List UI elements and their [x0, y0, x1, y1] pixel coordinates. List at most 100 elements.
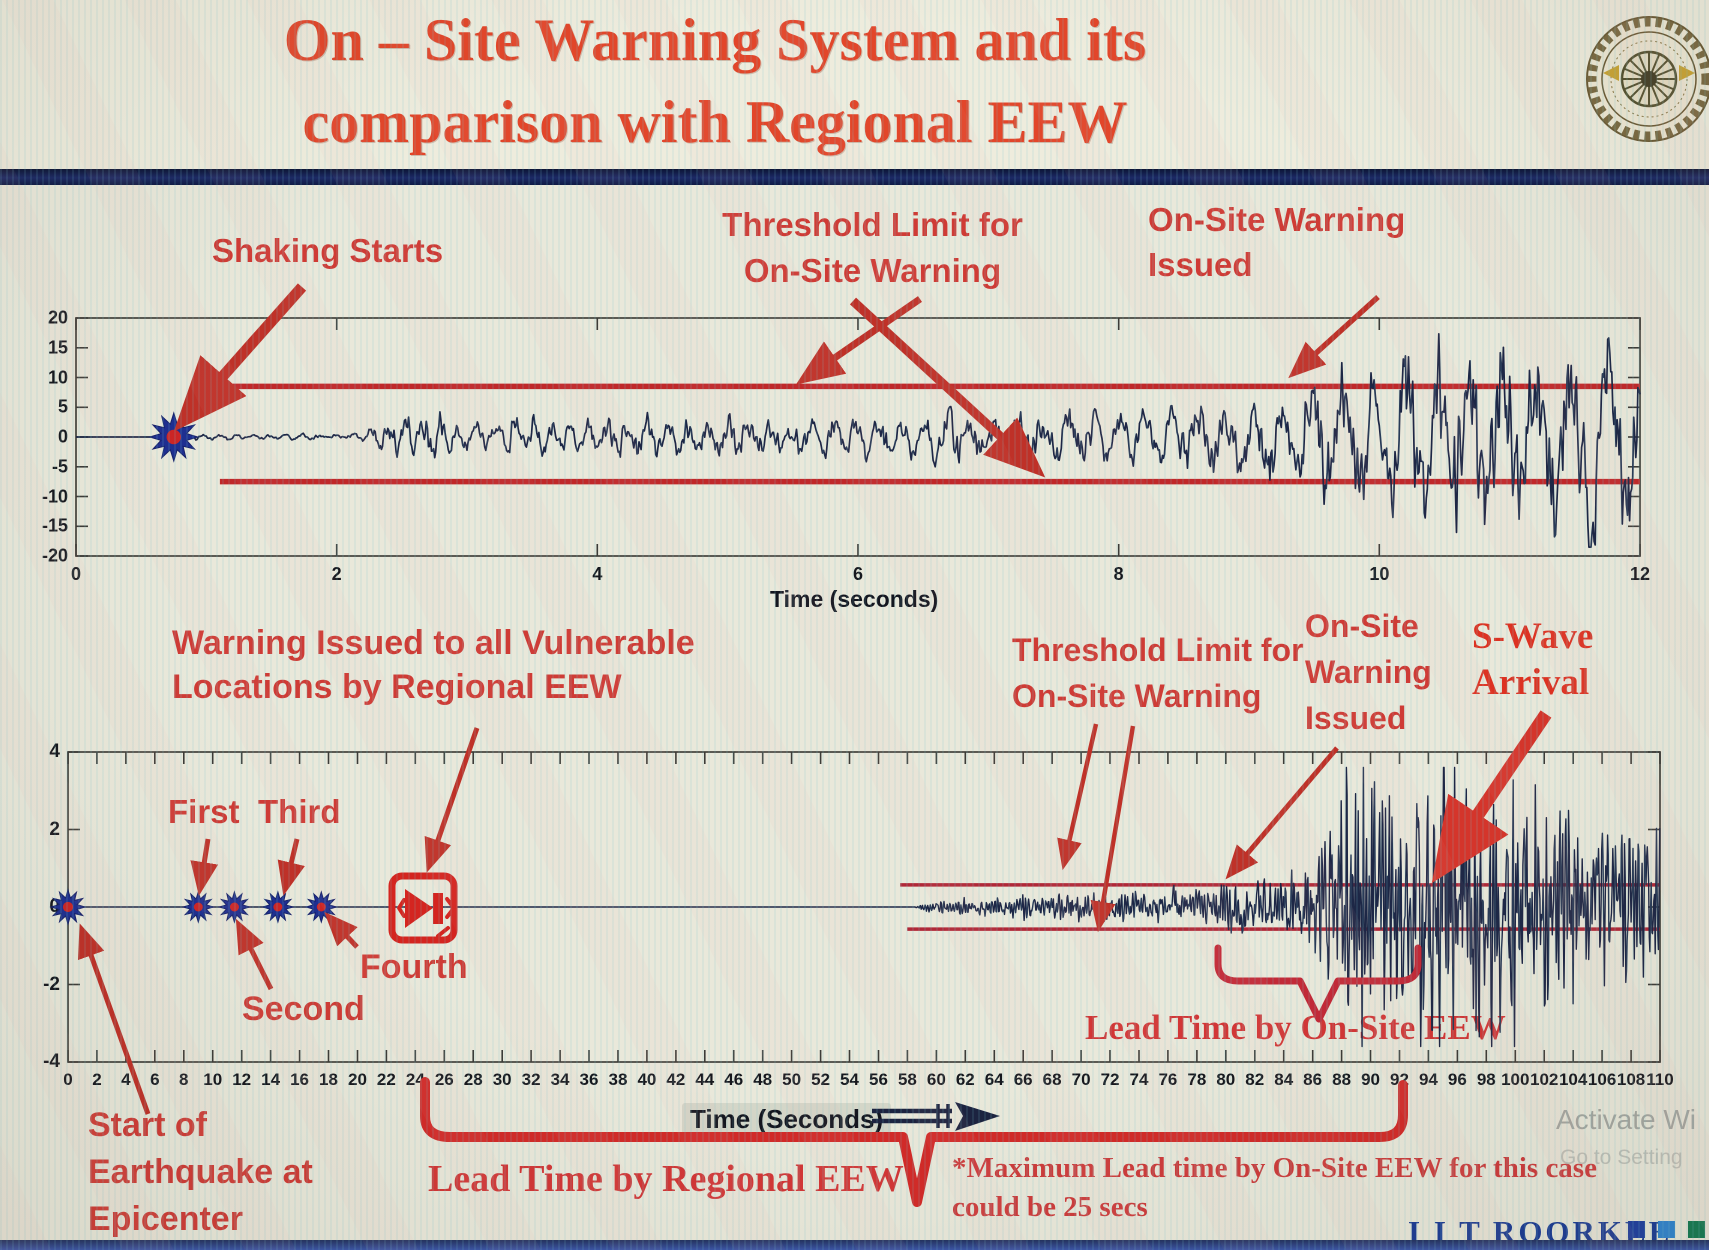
- annotation-bottom-issued-line1: On-Site: [1305, 608, 1419, 644]
- top-xaxis-title: Time (seconds): [770, 586, 939, 612]
- page-title-line1: On – Site Warning System and its: [283, 7, 1147, 73]
- event-star-marker: [261, 890, 295, 924]
- arrow-top-threshold-lower: [849, 297, 1046, 478]
- x-tick-label: 50: [782, 1070, 802, 1089]
- annotation-note-line1: *Maximum Lead time by On-Site EEW for th…: [952, 1152, 1597, 1184]
- annotation-note-line2: could be 25 secs: [952, 1191, 1148, 1223]
- annotation-start-line1: Start of: [88, 1106, 207, 1144]
- brand-square-lightblue: [1658, 1221, 1675, 1238]
- y-tick-label: 0: [49, 896, 60, 917]
- y-tick-label: 15: [47, 337, 68, 358]
- plot-border: [75, 317, 1641, 557]
- y-tick-label: 5: [57, 396, 68, 417]
- y-tick-label: 0: [57, 426, 68, 447]
- arrow-s-wave-arrival: [1431, 710, 1552, 884]
- x-tick-label: 92: [1390, 1070, 1409, 1089]
- x-tick-label: 102: [1530, 1070, 1559, 1089]
- x-tick-label: 68: [1042, 1070, 1062, 1089]
- x-tick-label: 34: [550, 1070, 570, 1089]
- arrow-bottom-threshold-upper: [1057, 723, 1099, 871]
- x-tick-label: 60: [926, 1070, 946, 1089]
- annotation-shaking-starts: Shaking Starts: [212, 232, 444, 269]
- y-tick-label: -15: [41, 515, 68, 536]
- x-tick-label: 18: [319, 1070, 338, 1089]
- x-tick-label: 38: [608, 1070, 628, 1089]
- top-seismogram-chart: [75, 317, 1641, 557]
- x-tick-label: 36: [579, 1070, 599, 1089]
- x-tick-label: 74: [1129, 1070, 1149, 1089]
- x-tick-label: 46: [724, 1070, 744, 1089]
- arrow-second: [235, 918, 274, 991]
- annotation-start-line2: Earthquake at: [88, 1153, 313, 1191]
- x-tick-label: 24: [405, 1070, 425, 1089]
- annotation-regional-line1: Warning Issued to all Vulnerable: [172, 624, 695, 662]
- x-tick-label: 6: [852, 564, 864, 584]
- arrow-shaking-starts: [173, 283, 307, 432]
- annotation-bottom-issued-line2: Warning: [1305, 654, 1432, 690]
- x-tick-label: 28: [463, 1070, 483, 1089]
- x-tick-label: 52: [811, 1070, 831, 1089]
- arrow-bottom-warning-issued: [1225, 746, 1339, 880]
- x-tick-label: 12: [1629, 564, 1651, 584]
- seismogram-waveform: [76, 332, 1641, 548]
- x-tick-label: 110: [1646, 1070, 1674, 1089]
- x-tick-label: 40: [637, 1070, 657, 1089]
- x-tick-label: 98: [1476, 1070, 1496, 1089]
- siren-speaker-icon: [388, 872, 458, 944]
- activate-windows-watermark-line2: Go to Setting: [1560, 1146, 1683, 1169]
- y-tick-label: 20: [47, 307, 68, 328]
- arrow-regional-warning-to-siren: [424, 727, 480, 873]
- y-tick-label: 4: [49, 741, 60, 762]
- annotation-top-threshold-line1: Threshold Limit for: [722, 206, 1023, 243]
- bottom-xaxis-title: Time (Seconds): [682, 1103, 892, 1136]
- x-tick-label: 78: [1187, 1070, 1207, 1089]
- x-tick-label: 62: [955, 1070, 975, 1089]
- x-tick-label: 104: [1558, 1070, 1588, 1089]
- x-tick-label: 8: [179, 1070, 189, 1089]
- x-tick-label: 106: [1587, 1070, 1617, 1089]
- x-tick-label: 64: [984, 1070, 1004, 1089]
- x-tick-label: 84: [1274, 1070, 1294, 1089]
- annotation-top-threshold-line2: On-Site Warning: [743, 252, 1002, 289]
- y-tick-label: -2: [43, 973, 60, 995]
- annotation-regional-line2: Locations by Regional EEW: [172, 668, 622, 706]
- x-tick-label: 44: [695, 1070, 715, 1089]
- event-star-marker: [304, 890, 339, 924]
- annotation-start-line3: Epicenter: [88, 1200, 243, 1238]
- x-tick-label: 86: [1303, 1070, 1323, 1089]
- y-tick-label: -10: [41, 486, 68, 506]
- annotation-third: Third: [258, 793, 341, 830]
- annotation-swave-line1: S-Wave: [1472, 616, 1594, 657]
- x-tick-label: 58: [897, 1070, 917, 1089]
- axis-ticks: [75, 317, 1641, 557]
- title-band: On – Site Warning System and its compari…: [0, 0, 1709, 169]
- event-star-marker: [217, 890, 252, 924]
- x-tick-label: 20: [347, 1070, 367, 1089]
- x-tick-label: 4: [121, 1070, 131, 1089]
- x-tick-label: 42: [666, 1070, 686, 1089]
- x-tick-label: 100: [1501, 1070, 1530, 1089]
- arrow-fourth: [324, 911, 359, 949]
- annotation-top-issued-line1: On-Site Warning: [1148, 201, 1406, 238]
- y-tick-label: -20: [41, 545, 68, 566]
- y-tick-label: -5: [51, 456, 68, 477]
- x-tick-label: 82: [1245, 1070, 1265, 1089]
- x-tick-label: 14: [261, 1070, 281, 1089]
- x-tick-label: 22: [376, 1070, 396, 1089]
- x-tick-label: 88: [1332, 1070, 1352, 1089]
- annotation-fourth: Fourth: [360, 948, 468, 986]
- annotation-lead-regional: Lead Time by Regional EEW: [428, 1158, 904, 1200]
- x-tick-label: 4: [592, 564, 603, 584]
- page-title-line2: comparison with Regional EEW: [302, 89, 1128, 155]
- y-tick-label: 10: [47, 367, 68, 387]
- x-tick-label: 90: [1361, 1070, 1380, 1089]
- annotation-bottom-threshold-line2: On-Site Warning: [1012, 678, 1262, 714]
- y-tick-label: 2: [49, 818, 60, 840]
- x-tick-label: 56: [869, 1070, 888, 1089]
- x-tick-label: 16: [290, 1070, 310, 1089]
- x-tick-label: 94: [1418, 1070, 1438, 1089]
- x-tick-label: 2: [331, 564, 342, 584]
- x-tick-label: 2: [92, 1070, 102, 1089]
- x-tick-label: 8: [1113, 564, 1124, 584]
